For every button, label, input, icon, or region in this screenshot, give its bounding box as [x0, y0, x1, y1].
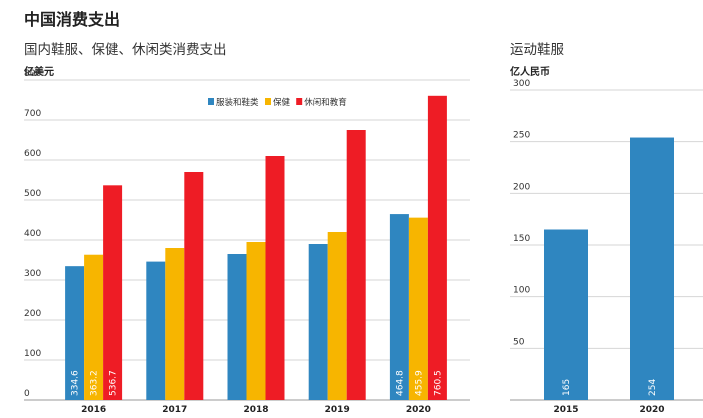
left-bar-data-label: 334.6	[71, 370, 81, 396]
left-y-tick-label: 400	[24, 229, 41, 239]
legend-label: 服装和鞋类	[216, 97, 259, 108]
left-bar	[327, 232, 347, 400]
left-bar	[408, 217, 428, 400]
left-bar	[346, 130, 366, 400]
left-bar	[65, 266, 85, 400]
right-x-category-label: 2020	[639, 405, 664, 415]
left-bar	[389, 214, 409, 400]
left-bar	[265, 156, 285, 400]
left-x-category-label: 2018	[243, 405, 268, 415]
left-bar	[184, 172, 204, 400]
right-bar	[544, 229, 588, 400]
left-y-tick-label: 100	[24, 349, 41, 359]
legend-label: 休闲和教育	[304, 97, 347, 108]
right-bar-data-label: 254	[648, 379, 658, 396]
right-y-tick-label: 200	[513, 182, 530, 192]
legend-swatch	[208, 98, 214, 105]
left-bar-data-label: 760.5	[433, 370, 443, 396]
left-bar	[246, 242, 266, 400]
left-y-tick-label: 200	[24, 309, 41, 319]
left-y-tick-label: 500	[24, 189, 41, 199]
left-bar	[227, 254, 247, 400]
left-bar	[165, 248, 185, 400]
left-y-tick-label: 700	[24, 109, 41, 119]
left-x-category-label: 2017	[162, 405, 187, 415]
right-y-tick-label: 250	[513, 131, 530, 141]
left-chart-unit: 亿美元	[24, 67, 54, 78]
legend-label: 保健	[273, 97, 291, 108]
left-bar-data-label: 455.9	[414, 370, 424, 396]
left-bar	[84, 254, 104, 400]
left-bar-data-label: 464.8	[395, 370, 405, 396]
right-bar-data-label: 165	[562, 379, 572, 396]
left-y-tick-label: 300	[24, 269, 41, 279]
right-x-category-label: 2015	[553, 405, 578, 415]
left-bar	[146, 261, 166, 400]
right-y-tick-label: 100	[513, 286, 530, 296]
right-y-tick-label: 50	[513, 337, 525, 347]
left-y-tick-label: 800	[24, 69, 41, 79]
right-y-tick-label: 300	[513, 79, 530, 89]
right-bar	[630, 137, 674, 401]
right-chart-subtitle: 运动鞋服	[510, 42, 564, 58]
left-x-category-label: 2016	[81, 405, 106, 415]
legend-swatch	[296, 98, 303, 105]
right-y-tick-label: 150	[513, 234, 530, 244]
left-bar	[427, 95, 447, 401]
left-x-category-label: 2019	[325, 405, 350, 415]
left-y-tick-label: 0	[24, 389, 30, 399]
left-chart-subtitle: 国内鞋服、保健、休闲类消费支出	[24, 42, 227, 58]
left-bar-data-label: 536.7	[109, 370, 119, 396]
left-bar	[103, 185, 123, 400]
left-bar-data-label: 363.2	[90, 370, 100, 396]
legend-swatch	[265, 98, 271, 105]
right-chart-unit: 亿人民币	[510, 67, 550, 78]
main-title: 中国消费支出	[24, 10, 121, 29]
left-y-tick-label: 600	[24, 149, 41, 159]
left-bar	[308, 244, 328, 400]
left-x-category-label: 2020	[406, 405, 431, 415]
